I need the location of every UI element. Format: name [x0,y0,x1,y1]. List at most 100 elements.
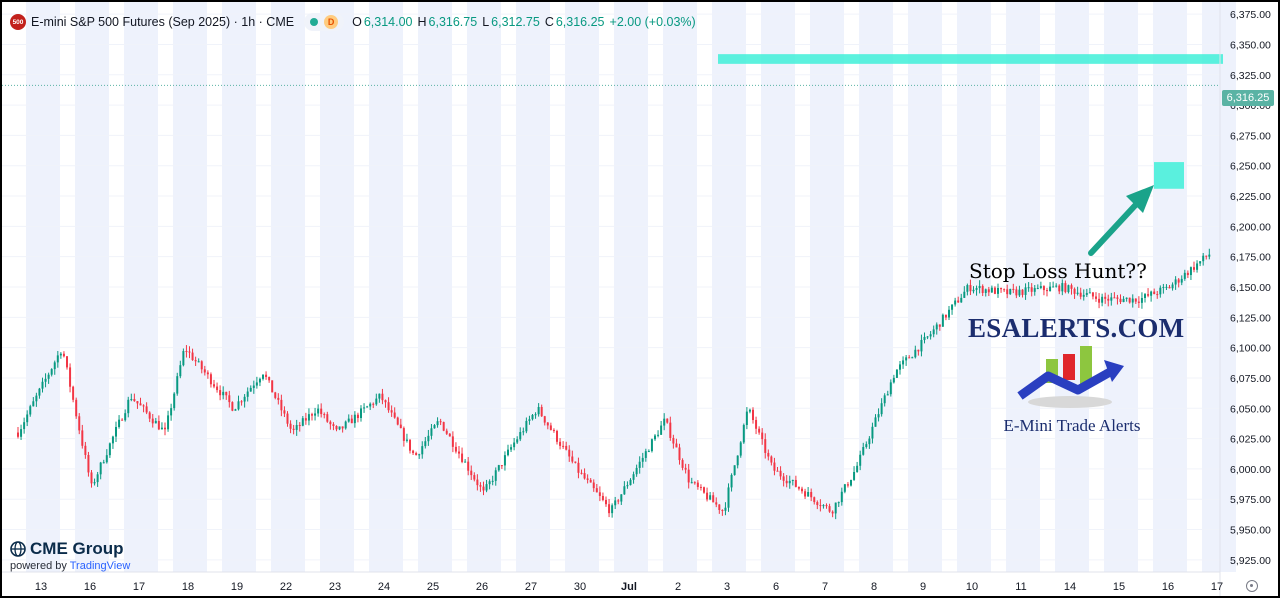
settings-gear-icon[interactable] [1246,580,1258,592]
candle-body [503,455,506,466]
candle-body [819,505,822,507]
time-tick-label: 3 [724,581,730,593]
price-tick-label: 6,275.00 [1230,130,1271,142]
candle-body [1189,267,1192,276]
candle-body [90,472,93,484]
candle-body [213,384,215,387]
candle-body [50,369,53,375]
candle-body [510,447,513,450]
candle-body [167,415,170,430]
candle-body [773,462,776,471]
ohlc-legend: O 6,314.00 H 6,316.75 L 6,312.75 C 6,316.25 … [352,15,699,29]
candle-body [84,445,87,455]
candle-body [301,418,304,426]
status-pill[interactable]: D [304,13,345,31]
candle-body [381,393,384,401]
candle-body [923,336,926,340]
brand-name: ESALERTS.COM [968,313,1185,343]
symbol-badge[interactable]: 500 [10,14,26,30]
candle-body [908,357,911,359]
candle-body [623,486,626,495]
candle-body [911,357,914,359]
candle-body [788,480,791,484]
candle-body [1030,287,1033,292]
stop-hunt-highlight[interactable] [1154,162,1184,189]
candle-body [559,441,562,446]
candle-body [978,285,981,289]
candle-body [748,409,751,412]
candle-body [1095,296,1097,299]
candle-body [966,285,969,292]
candle-body [586,478,589,480]
candle-body [522,431,525,433]
candle-body [194,360,197,362]
candle-body [1193,267,1195,270]
candle-body [338,426,341,430]
candle-body [341,426,344,429]
candle-body [813,497,816,503]
candle-body [865,444,868,448]
candle-body [494,470,497,481]
symbol-title[interactable]: E-mini S&P 500 Futures (Sep 2025) · 1h ·… [31,15,295,29]
candle-body [859,454,862,466]
powered-prefix: powered by [10,560,70,572]
candle-body [307,414,310,421]
candle-body [314,413,317,416]
price-tick-label: 6,225.00 [1230,191,1271,203]
candle-body [926,336,929,338]
candle-body [1159,287,1162,295]
candle-body [782,476,785,481]
candle-body [445,430,448,434]
brand-watermark: ESALERTS.COM E-Mini Trade Alerts [968,313,1185,436]
candle-body [439,421,442,423]
candle-body [102,462,105,464]
price-tick-label: 6,050.00 [1230,403,1271,415]
candle-body [1024,287,1027,295]
candle-body [1125,297,1128,299]
candle-body [507,449,509,456]
candle-body [954,300,957,305]
candle-body [981,285,984,293]
resistance-highlight[interactable] [718,54,1223,64]
candle-body [850,479,852,486]
candle-body [1073,288,1076,294]
candle-body [1144,294,1146,298]
candle-body [124,413,127,421]
candle-body [418,454,421,456]
candle-body [38,388,41,396]
candle-body [1140,297,1143,303]
candle-body [154,420,157,424]
price-tick-label: 6,350.00 [1230,39,1271,51]
candle-body [243,396,246,402]
candle-body [274,392,277,398]
candle-body [271,380,274,393]
candle-body [335,426,338,430]
candle-body [868,438,871,445]
candle-body [332,424,335,427]
candle-body [917,349,920,352]
candle-body [960,297,963,303]
candle-body [1009,288,1012,295]
candle-body [801,488,803,492]
candle-body [556,430,558,442]
candle-body [1070,285,1073,289]
candle-body [657,434,660,436]
candle-body [770,456,773,463]
candle-body [458,451,460,454]
candle-body [430,428,433,436]
provider-logo[interactable]: CME Group powered by TradingView [10,539,130,572]
candle-body [997,288,999,294]
time-tick-label: 23 [329,581,341,593]
candle-body [565,445,568,450]
candle-body [1122,298,1125,303]
candle-body [320,408,323,415]
candle-body [654,435,656,440]
candle-body [448,433,451,437]
candle-body [182,351,185,366]
candle-body [121,419,124,421]
time-tick-label: 30 [574,581,586,593]
tradingview-name: TradingView [69,560,131,572]
candle-body [451,436,454,447]
candle-body [889,382,892,395]
